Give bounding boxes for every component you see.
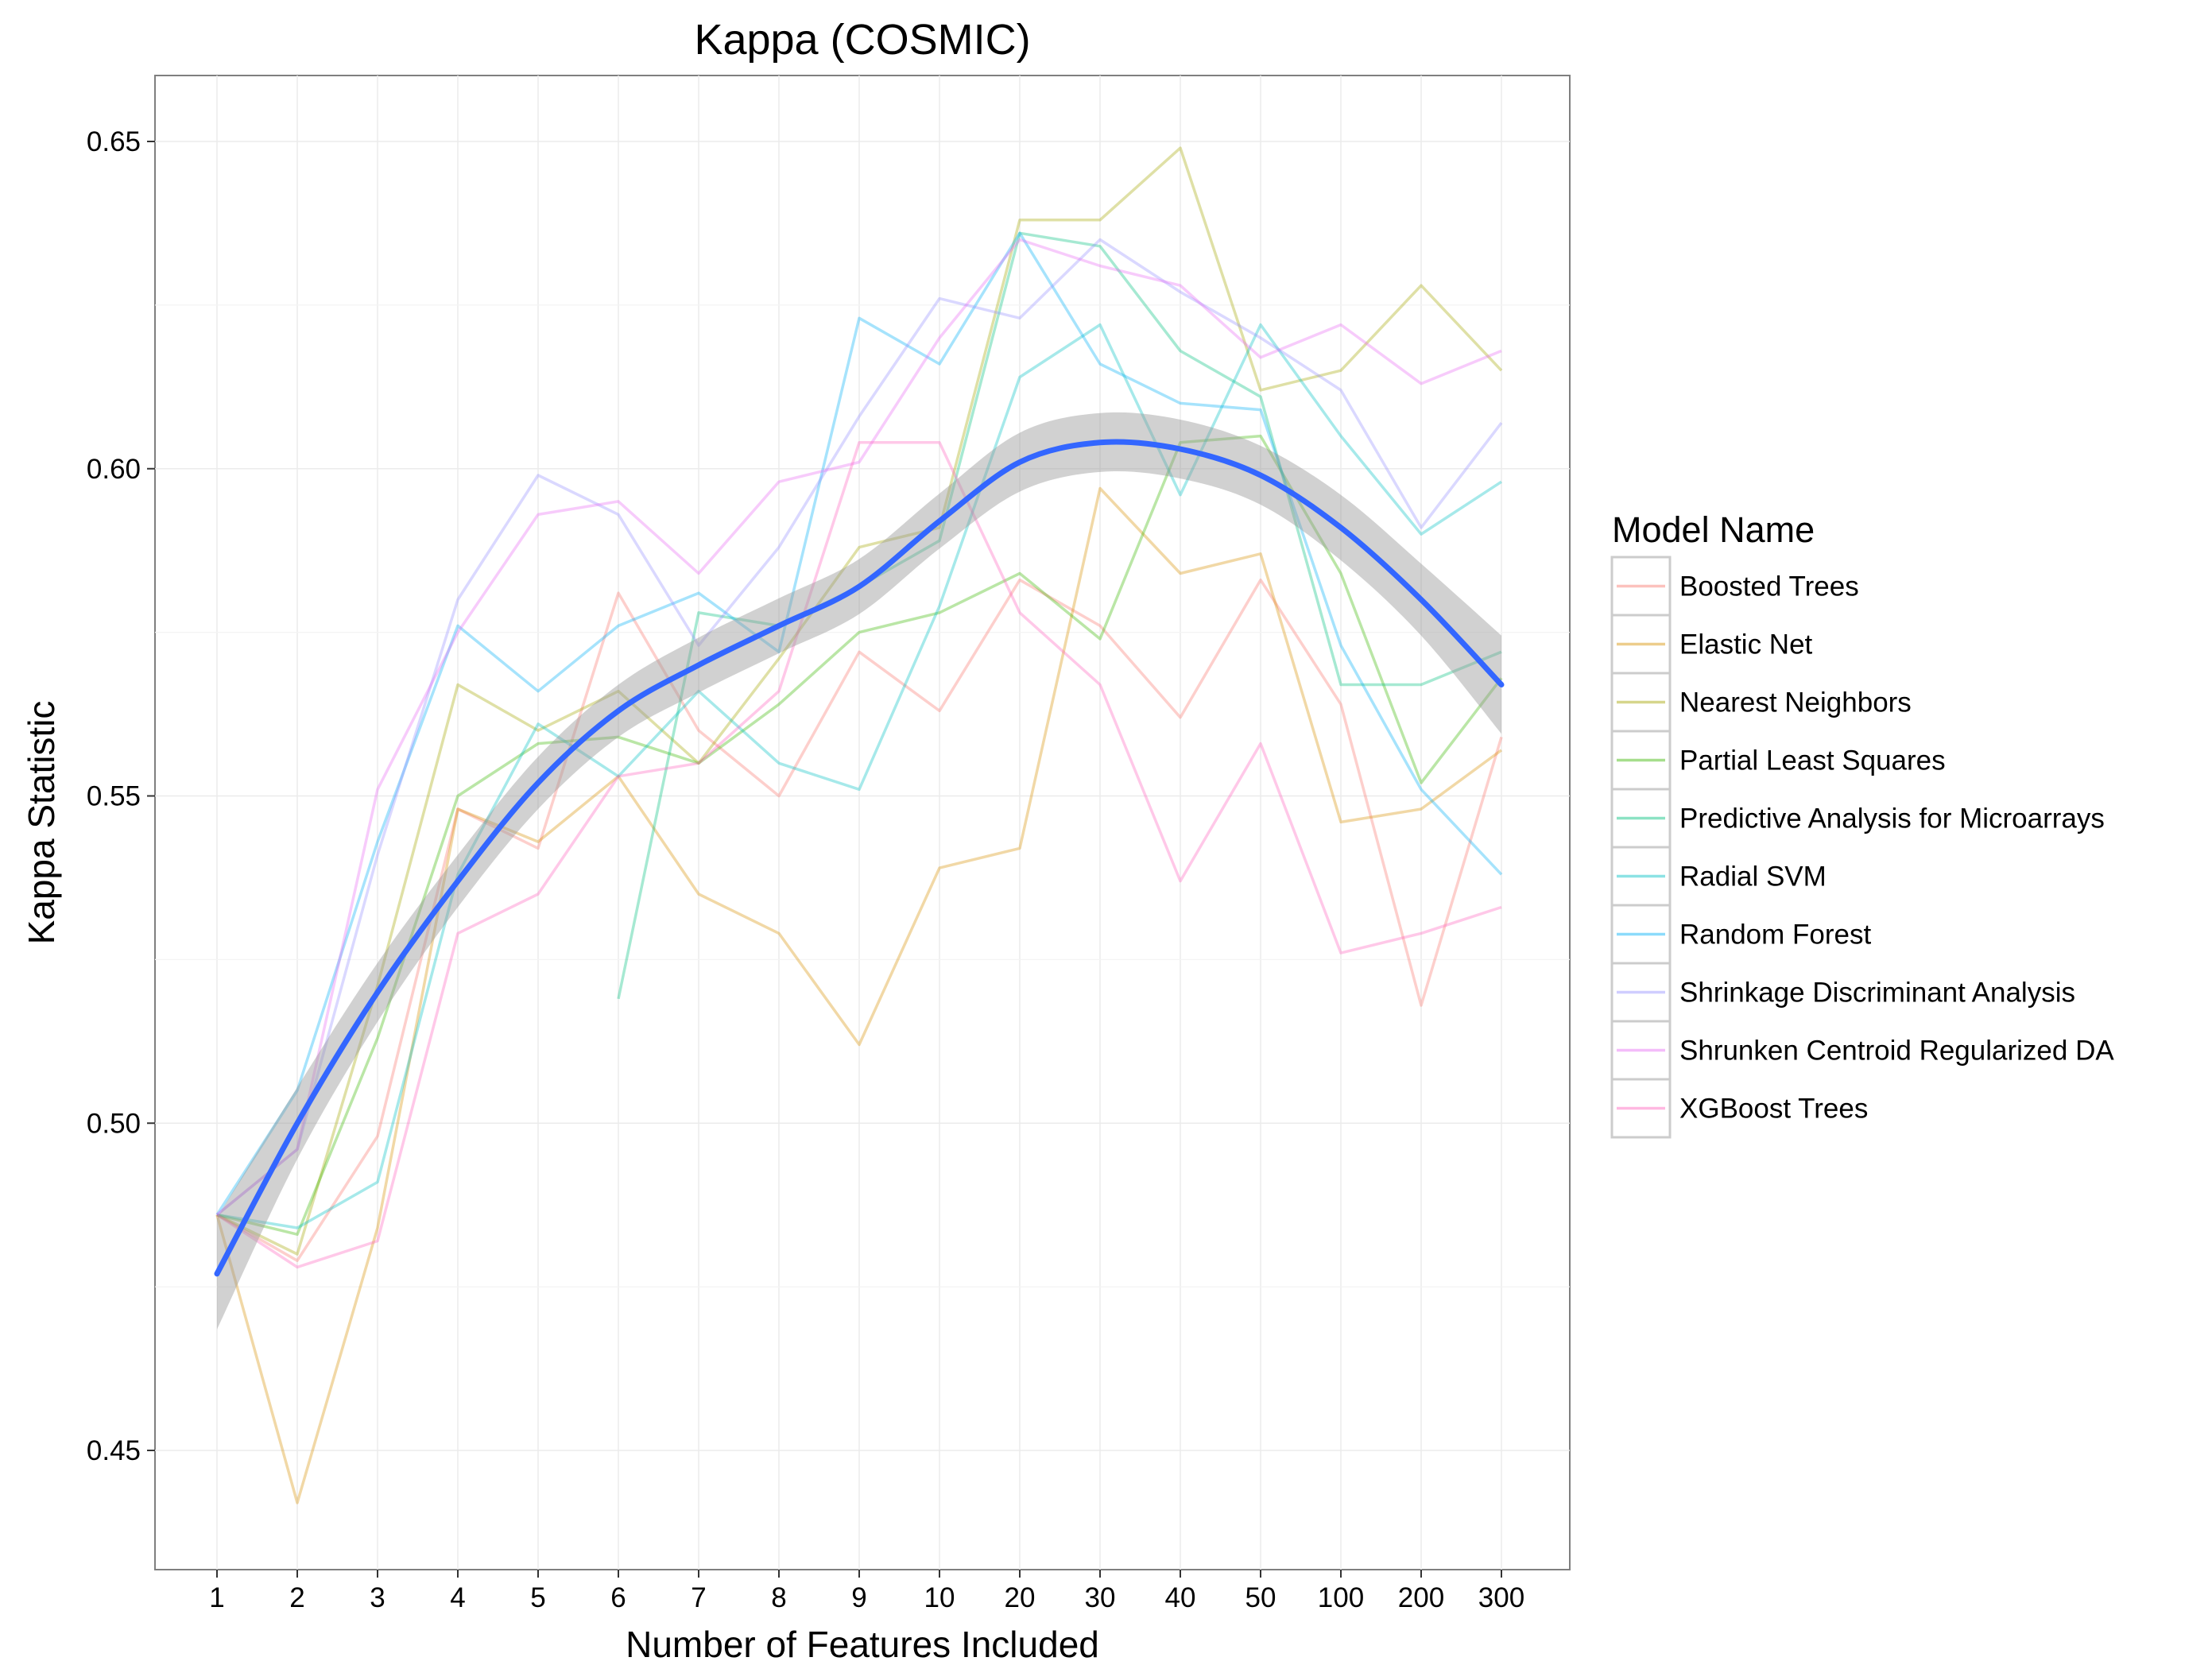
legend-label: Boosted Trees (1679, 571, 1859, 602)
legend-title: Model Name (1612, 509, 1815, 550)
legend-label: Radial SVM (1679, 862, 1827, 893)
legend-label: Random Forest (1679, 920, 1871, 951)
legend-key (1610, 904, 1672, 965)
y-axis: 0.45 0.50 0.55 0.60 0.65 (87, 126, 155, 1466)
x-tick-label: 5 (530, 1582, 545, 1613)
x-tick-label: 10 (924, 1582, 955, 1613)
series-line (215, 238, 1503, 1216)
smooth-line (214, 439, 1505, 1277)
x-tick-label: 4 (450, 1582, 465, 1613)
legend-label: Shrinkage Discriminant Analysis (1679, 978, 2075, 1009)
series-line (215, 486, 1503, 1504)
legend-key (1610, 962, 1672, 1023)
x-tick-label: 7 (691, 1582, 706, 1613)
y-tick-label: 0.50 (87, 1108, 141, 1139)
series-line (216, 441, 1502, 1269)
confidence-band (217, 412, 1501, 1330)
y-axis-title: Kappa Statistic (21, 701, 62, 945)
x-tick-label: 50 (1245, 1582, 1276, 1613)
x-tick-label: 2 (289, 1582, 304, 1613)
y-tick-label: 0.65 (87, 126, 141, 157)
series-line (216, 434, 1503, 1236)
x-tick-label: 100 (1318, 1582, 1364, 1613)
legend-label: Predictive Analysis for Microarrays (1679, 803, 2105, 834)
x-tick-label: 40 (1165, 1582, 1196, 1613)
smooth-trend (214, 412, 1505, 1330)
chart-title: Kappa (COSMIC) (694, 16, 1030, 64)
x-tick-label: 200 (1398, 1582, 1444, 1613)
series-line (617, 231, 1502, 1000)
x-tick-label: 1 (209, 1582, 224, 1613)
legend-label: Nearest Neighbors (1679, 687, 1912, 718)
y-tick-label: 0.60 (87, 454, 141, 485)
series-line (216, 146, 1503, 1256)
legend-label: Elastic Net (1679, 629, 1813, 660)
series-line (216, 323, 1502, 1229)
x-tick-label: 300 (1478, 1582, 1524, 1613)
y-gridlines (155, 141, 1570, 1451)
legend-label: XGBoost Trees (1679, 1094, 1868, 1125)
series-line (215, 238, 1502, 1216)
legend-key (1610, 614, 1672, 675)
x-tick-label: 6 (610, 1582, 626, 1613)
legend-key (1610, 730, 1672, 791)
x-tick-label: 30 (1085, 1582, 1116, 1613)
x-tick-label: 9 (851, 1582, 866, 1613)
legend-key (1610, 788, 1672, 849)
x-tick-label: 3 (370, 1582, 385, 1613)
legend-label: Partial Least Squares (1679, 745, 1946, 776)
x-tick-label: 20 (1005, 1582, 1036, 1613)
legend-key (1610, 1020, 1672, 1081)
legend-key (1610, 1078, 1672, 1139)
x-tick-label: 8 (771, 1582, 786, 1613)
x-axis: 1 2 3 4 5 6 7 8 9 10 20 30 40 50 100 200 300 (209, 1570, 1524, 1613)
x-axis-title: Number of Features Included (626, 1624, 1099, 1665)
legend: Model Name Boosted Trees Elastic Net Neare… (1610, 509, 2114, 1139)
legend-label: Shrunken Centroid Regularized DA (1679, 1036, 2114, 1067)
y-tick-label: 0.55 (87, 781, 141, 812)
legend-items: Boosted Trees Elastic Net Nearest Neighbor… (1610, 556, 2114, 1139)
y-tick-label: 0.45 (87, 1435, 141, 1466)
x-gridlines (216, 76, 1502, 1570)
plot-panel (154, 75, 1571, 1570)
